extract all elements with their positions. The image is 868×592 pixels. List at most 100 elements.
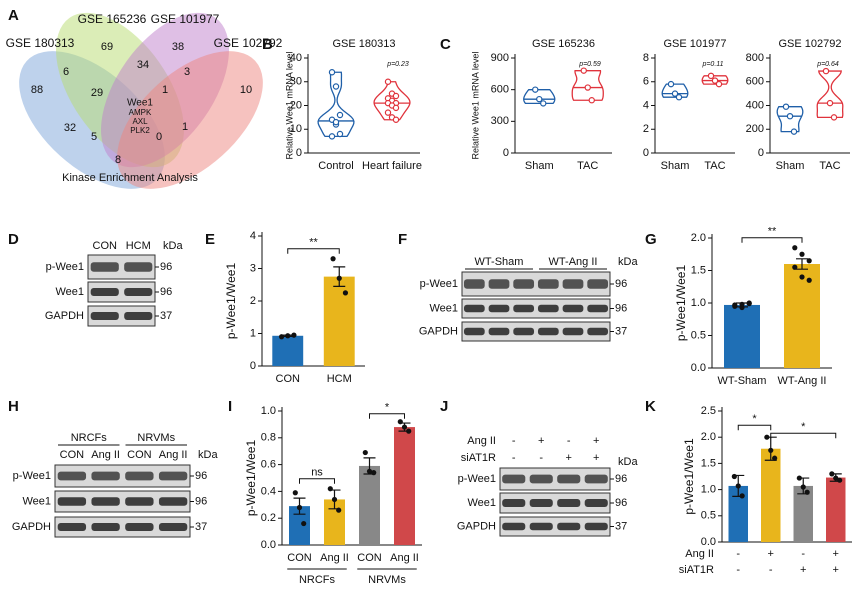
y-axis-label: p-Wee1/Wee1 <box>224 263 238 340</box>
kda-value: 37 <box>160 310 172 322</box>
blot-band <box>502 522 526 531</box>
y-tick-label: 1.0 <box>261 405 276 417</box>
venn-set-label: GSE 180313 <box>6 36 75 50</box>
blot-band <box>463 279 485 289</box>
data-point <box>291 332 297 338</box>
y-tick-label: 900 <box>491 52 509 64</box>
group-label: WT-Sham <box>475 256 524 268</box>
blot-band <box>124 288 153 296</box>
y-axis-label: p-Wee1/Wee1 <box>244 440 258 517</box>
venn-count: 3 <box>184 66 190 78</box>
data-point <box>671 90 679 97</box>
blot-band <box>158 471 188 481</box>
x-tick-label: Sham <box>776 160 805 172</box>
data-point <box>764 434 770 440</box>
panel-letter: I <box>228 398 232 415</box>
y-tick-label: 1 <box>250 327 256 339</box>
condition-sign: + <box>566 452 572 464</box>
y-tick-label: 1.5 <box>691 264 706 276</box>
blot-band <box>584 522 608 531</box>
y-tick-label: 1.0 <box>691 297 706 309</box>
condition-sign: + <box>593 452 599 464</box>
data-point <box>392 116 400 123</box>
panel-letter: A <box>8 7 19 24</box>
error-bar <box>796 258 808 270</box>
group-label: NRCFs <box>71 432 108 444</box>
venn-count: 1 <box>182 121 188 133</box>
panel-letter: J <box>440 398 448 415</box>
blot-band <box>557 474 581 484</box>
venn-gene: AMPK <box>129 108 152 117</box>
data-point <box>792 245 798 251</box>
data-point <box>366 468 373 474</box>
kda-label: kDa <box>618 256 638 268</box>
condition-sign: + <box>538 435 544 447</box>
lane-label: Ang II <box>159 449 188 461</box>
significance-bracket <box>369 413 405 419</box>
significance-bracket <box>770 432 837 439</box>
data-point <box>806 258 812 264</box>
p-value: p=0.59 <box>578 61 601 68</box>
data-point <box>332 118 340 126</box>
data-point <box>285 333 291 339</box>
group-label: NRCFs <box>299 574 336 586</box>
blot-band <box>502 474 526 484</box>
violin <box>661 83 689 98</box>
condition-label: siAT1R <box>461 452 496 464</box>
blot-row-label: Wee1 <box>55 286 84 298</box>
blot-band <box>584 499 608 507</box>
data-point <box>830 114 838 121</box>
violin <box>816 70 844 119</box>
venn-count: 10 <box>240 84 252 96</box>
venn-set-label: GSE 165236 <box>78 12 147 26</box>
y-tick-label: 0.4 <box>261 485 276 497</box>
blot-band <box>91 497 120 506</box>
significance-label: ** <box>309 237 318 249</box>
y-tick-label: 4 <box>643 99 649 111</box>
blot-row-label: Wee1 <box>467 497 496 509</box>
data-point <box>301 520 307 527</box>
y-axis-label: Relative Wee1 mRNA level <box>284 52 294 160</box>
x-tick-label: Ang II <box>390 552 419 564</box>
kda-label: kDa <box>618 456 638 468</box>
blot-band <box>557 522 581 531</box>
chart-title: GSE 101977 <box>664 38 727 50</box>
y-tick-label: 20 <box>290 99 302 111</box>
blot-band <box>513 304 535 313</box>
lane-label: Ang II <box>91 449 120 461</box>
data-point <box>792 264 798 270</box>
condition-sign: + <box>593 435 599 447</box>
violin <box>776 106 804 133</box>
condition-sign: + <box>833 564 839 576</box>
y-tick-label: 0.0 <box>261 539 276 551</box>
x-tick-label: Sham <box>661 160 690 172</box>
blot-band <box>125 497 154 506</box>
x-tick-label: Sham <box>525 160 554 172</box>
blot-band <box>488 327 510 336</box>
data-point <box>278 334 285 340</box>
blot-band <box>158 523 188 531</box>
venn-set-label: GSE 101977 <box>151 12 220 26</box>
venn-count: 8 <box>115 154 121 166</box>
venn-caption: Kinase Enrichment Analysis <box>62 172 198 184</box>
group-label: NRVMs <box>368 574 406 586</box>
significance-bracket <box>299 478 335 484</box>
data-point <box>397 419 403 425</box>
data-point <box>331 496 338 503</box>
panel-letter: D <box>8 231 19 248</box>
blot-band <box>587 279 609 289</box>
data-point <box>336 130 344 138</box>
panel-letter: F <box>398 231 407 248</box>
y-tick-label: 300 <box>491 115 509 127</box>
data-point <box>707 72 715 80</box>
data-point <box>384 78 392 85</box>
condition-sign: - <box>512 452 516 464</box>
data-point <box>739 301 745 307</box>
venn-count: 6 <box>63 66 69 78</box>
condition-sign: - <box>736 564 740 576</box>
bar <box>728 485 748 542</box>
data-point <box>584 84 591 91</box>
kda-label: kDa <box>198 449 218 461</box>
blot-band <box>529 474 553 484</box>
x-tick-label: CON <box>287 552 312 564</box>
